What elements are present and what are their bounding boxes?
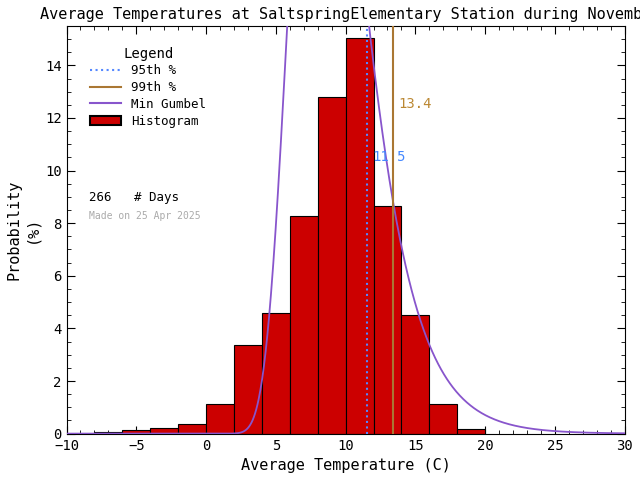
Bar	[95, 432, 122, 433]
Legend: 95th %, 99th %, Min Gumbel, Histogram: 95th %, 99th %, Min Gumbel, Histogram	[84, 40, 212, 134]
Bar	[234, 345, 262, 433]
Text: 266   # Days: 266 # Days	[89, 191, 179, 204]
Bar	[150, 428, 178, 433]
Bar	[429, 404, 457, 433]
X-axis label: Average Temperature (C): Average Temperature (C)	[241, 458, 451, 473]
Bar	[122, 430, 150, 433]
Bar	[457, 429, 485, 433]
Bar	[317, 97, 346, 433]
Bar	[206, 404, 234, 433]
Text: 13.4: 13.4	[399, 97, 432, 111]
Text: 11.5: 11.5	[372, 150, 406, 164]
Y-axis label: Probability
(%): Probability (%)	[7, 180, 39, 280]
Bar	[290, 216, 317, 433]
Bar	[346, 38, 374, 433]
Title: Average Temperatures at SaltspringElementary Station during Novembe: Average Temperatures at SaltspringElemen…	[40, 7, 640, 22]
Bar	[374, 206, 401, 433]
Bar	[178, 424, 206, 433]
Text: Made on 25 Apr 2025: Made on 25 Apr 2025	[89, 211, 200, 221]
Bar	[401, 315, 429, 433]
Bar	[262, 312, 290, 433]
